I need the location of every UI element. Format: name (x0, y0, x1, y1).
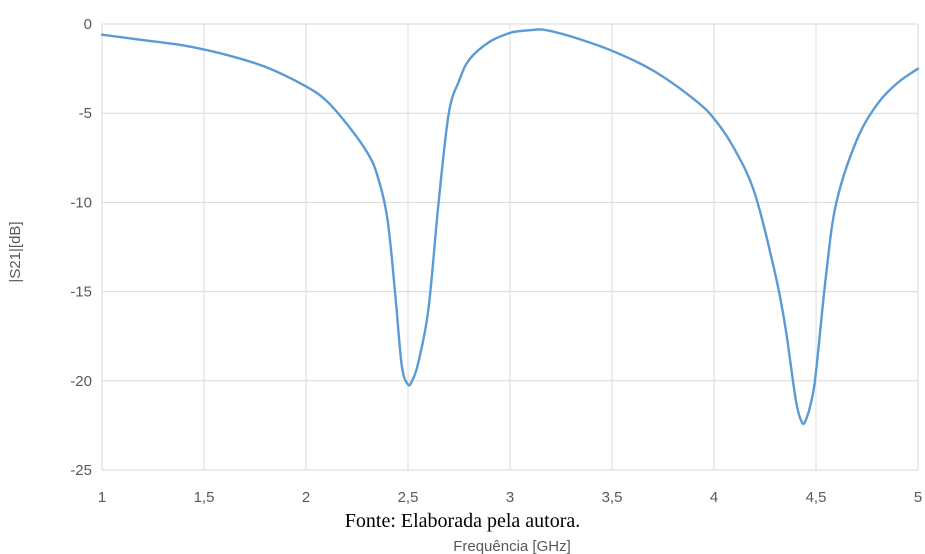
x-tick-label: 2,5 (398, 489, 419, 506)
x-tick-label: 4 (710, 489, 718, 506)
y-axis-title: |S21|[dB] (7, 221, 24, 282)
x-tick-label: 3,5 (602, 489, 623, 506)
s21-series-line (100, 28, 920, 426)
x-tick-labels: 1 1,5 2 2,5 3 3,5 4 4,5 5 (98, 489, 922, 506)
y-tick-label: -20 (70, 373, 92, 390)
y-tick-label: 0 (84, 16, 92, 33)
x-tick-label: 5 (914, 489, 922, 506)
grid-lines (101, 23, 919, 471)
x-tick-label: 1,5 (194, 489, 215, 506)
x-tick-label: 1 (98, 489, 106, 506)
x-tick-label: 3 (506, 489, 514, 506)
y-tick-label: -5 (79, 105, 92, 122)
figure-caption: Fonte: Elaborada pela autora. (344, 510, 581, 532)
y-tick-label: -15 (70, 284, 92, 301)
y-tick-labels: 0 -5 -10 -15 -20 -25 (70, 16, 92, 479)
x-tick-label: 2 (302, 489, 310, 506)
y-tick-label: -10 (70, 194, 92, 211)
x-tick-label: 4,5 (806, 489, 827, 506)
x-axis-title: Frequência [GHz] (453, 538, 571, 554)
y-tick-label: -25 (70, 462, 92, 479)
